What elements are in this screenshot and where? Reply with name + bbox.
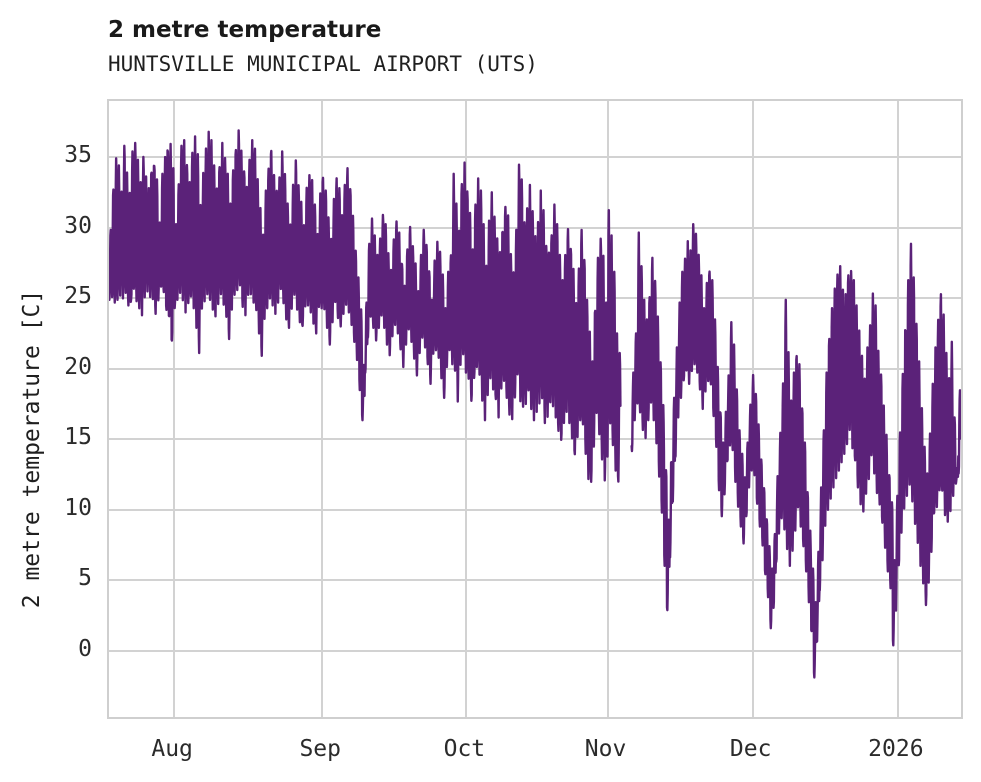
y-tick-label: 30 xyxy=(64,212,92,239)
y-tick-label: 5 xyxy=(78,565,92,592)
x-tick-label: Aug xyxy=(151,736,193,762)
gridline-vertical xyxy=(465,101,468,717)
y-tick-label: 15 xyxy=(64,424,92,451)
gridline-horizontal xyxy=(109,438,961,441)
gridline-vertical xyxy=(173,101,176,717)
y-tick-label: 20 xyxy=(64,353,92,380)
gridline-vertical xyxy=(321,101,324,717)
x-tick-label: 2026 xyxy=(868,736,924,762)
y-tick-label: 10 xyxy=(64,494,92,521)
x-tick-label: Dec xyxy=(729,736,772,762)
gridline-horizontal xyxy=(109,649,961,652)
y-axis-tick-labels: 35 30 25 20 15 10 5 0 xyxy=(0,99,92,719)
chart-subtitle: HUNTSVILLE MUNICIPAL AIRPORT (UTS) xyxy=(108,52,538,76)
temperature-series xyxy=(109,101,961,717)
gridline-horizontal xyxy=(109,579,961,582)
series-line xyxy=(109,130,961,677)
gridline-horizontal xyxy=(109,508,961,511)
gridline-horizontal xyxy=(109,156,961,159)
gridline-horizontal xyxy=(109,226,961,229)
x-tick-label: Sep xyxy=(299,736,341,762)
x-axis-tick-labels: Aug Sep Oct Nov Dec 2026 xyxy=(107,736,963,772)
plot-area xyxy=(107,99,963,719)
x-tick-label: Nov xyxy=(584,736,627,762)
y-tick-label: 0 xyxy=(78,635,92,662)
y-tick-label: 35 xyxy=(64,142,92,169)
gridline-vertical xyxy=(896,101,899,717)
page-title: 2 metre temperature xyxy=(108,17,382,43)
y-tick-label: 25 xyxy=(64,283,92,310)
x-tick-label: Oct xyxy=(443,736,486,762)
